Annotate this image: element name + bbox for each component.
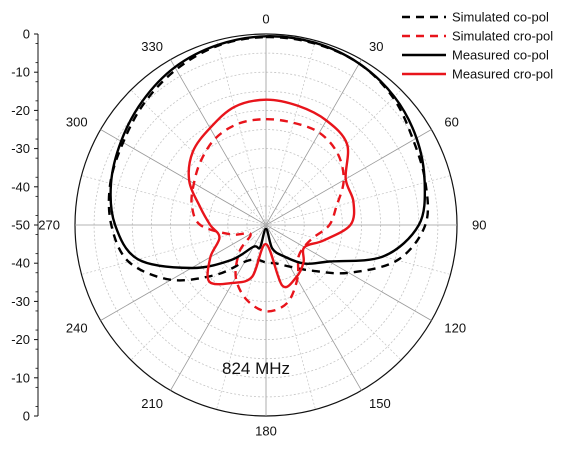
grid-spoke	[100, 129, 267, 226]
radial-tick-label: -10	[11, 370, 30, 385]
angle-label: 240	[66, 321, 88, 336]
angle-label: 90	[472, 218, 486, 233]
radial-tick-label: 0	[23, 409, 30, 424]
series-measured-cro-pol	[187, 98, 356, 289]
series-lines	[107, 35, 430, 313]
angle-label: 120	[444, 321, 466, 336]
grid-spoke	[265, 224, 402, 361]
radial-axis: 0 -10 -20 -30 -40 -50 -40 -30 -20 -10 0	[11, 27, 39, 424]
grid-spoke	[170, 224, 267, 391]
radial-tick-label: -20	[11, 103, 30, 118]
grid-spoke	[100, 224, 267, 321]
legend: Simulated co-pol Simulated cro-pol Measure…	[402, 10, 553, 82]
radial-tick-label: -10	[11, 65, 30, 80]
angle-label: 150	[369, 396, 391, 411]
angle-label: 180	[255, 424, 277, 439]
angle-label: 30	[369, 39, 383, 54]
angle-label: 300	[66, 115, 88, 130]
radial-tick-label: -40	[11, 179, 30, 194]
grid-spoke	[265, 129, 432, 226]
grid-spoke	[265, 224, 362, 391]
angle-label: 0	[262, 12, 269, 27]
series-simulated-cro-pol	[190, 117, 345, 313]
angle-label: 60	[444, 115, 458, 130]
grid-spoke	[265, 40, 316, 226]
angle-label: 330	[141, 39, 163, 54]
grid-spoke	[170, 59, 267, 226]
legend-label: Measured cro-pol	[452, 67, 553, 82]
radial-tick-label: -20	[11, 332, 30, 347]
legend-label: Simulated cro-pol	[452, 29, 553, 44]
grid-spoke	[265, 59, 362, 226]
grid-spoke	[216, 224, 267, 410]
angle-label: 210	[141, 396, 163, 411]
radial-tick-label: 0	[23, 27, 30, 42]
series-simulated-co-pol	[107, 35, 430, 282]
radial-tick-label: -30	[11, 294, 30, 309]
grid-spoke	[265, 224, 432, 321]
radial-tick-label: -50	[11, 218, 30, 233]
radial-tick-label: -30	[11, 141, 30, 156]
frequency-annotation: 824 MHz	[222, 359, 290, 378]
legend-label: Measured co-pol	[452, 48, 549, 63]
series-measured-co-pol	[109, 35, 427, 270]
angle-label: 270	[38, 218, 60, 233]
radial-tick-label: -40	[11, 256, 30, 271]
angle-labels: 0 30 60 90 120 150 180 210 240 270 300 330	[38, 12, 486, 439]
legend-label: Simulated co-pol	[452, 10, 549, 25]
grid-spoke	[265, 89, 402, 226]
